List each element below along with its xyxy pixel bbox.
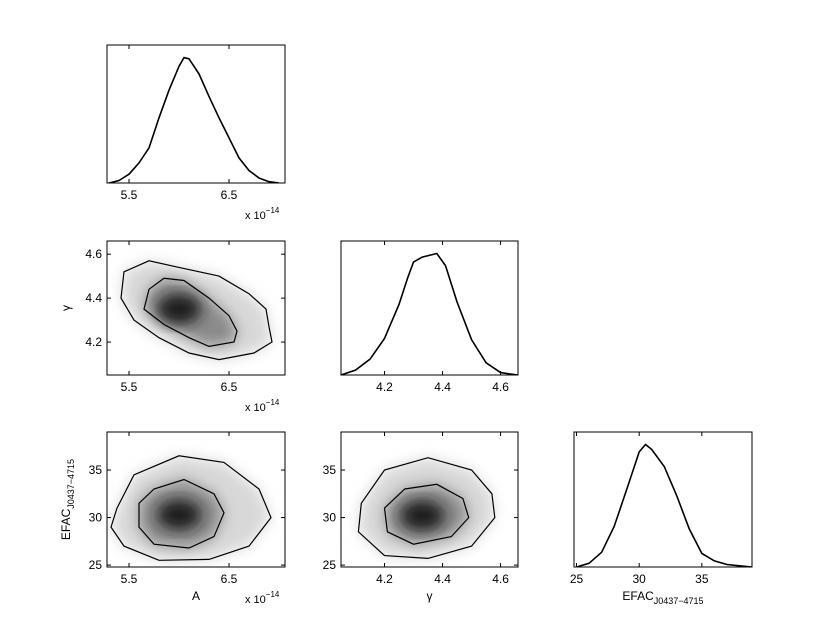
inner-contour [143,277,238,348]
x-tick-label: 4.2 [376,380,393,394]
density-map [357,457,496,560]
y-tick-label: 30 [89,511,103,525]
density-curve [341,252,518,375]
x-tick-label: 5.5 [121,572,138,586]
axes-frame [340,431,519,568]
panel-gamma-vs-EFAC: 25 30 35 4.2 4.4 4.6 γ [323,431,519,603]
density-map [120,260,273,361]
x-tick-label: 30 [633,572,647,586]
panel-gamma-marginal: 4.2 4.4 4.6 [340,240,519,394]
x-tick-label: 4.4 [434,572,451,586]
x-axis-label: γ [427,589,433,603]
axes-frame [340,240,519,376]
density-curve [576,443,752,567]
axes-frame [106,44,286,184]
x-tick-label: 6.5 [221,380,238,394]
x-scale-factor: x 10−14 [245,590,280,606]
y-axis-label: γ [59,305,73,311]
x-scale-factor: x 10−14 [245,398,280,414]
y-tick-label: 35 [323,463,337,477]
outer-contour [120,260,273,361]
inner-contour [383,483,470,545]
outer-contour [357,457,496,560]
x-tick-label: 6.5 [221,188,238,202]
y-tick-label: 30 [323,511,337,525]
x-tick-label: 35 [695,572,709,586]
density-map [110,455,272,561]
density-peak [157,499,201,530]
x-tick-label: 5.5 [121,188,138,202]
panel-A-marginal: 5.5 6.5 x 10−14 [106,44,286,222]
x-tick-label: 4.6 [492,380,509,394]
outer-contour [110,455,272,561]
axes-frame [106,240,286,376]
x-axis-label: EFACJ0437−4715 [622,589,703,606]
x-tick-label: 4.4 [434,380,451,394]
inner-contour [138,478,225,549]
x-tick-label: 6.5 [221,572,238,586]
y-tick-label: 4.4 [85,291,102,305]
density-peak [157,294,201,325]
y-tick-label: 25 [323,558,337,572]
y-tick-label: 25 [89,558,103,572]
panel-EFAC-marginal: 25 30 35 EFACJ0437−4715 [570,431,753,606]
axes-frame [106,431,286,568]
x-tick-label: 4.6 [492,572,509,586]
x-tick-label: 4.2 [376,572,393,586]
x-tick-label: 25 [570,572,584,586]
x-axis-label: A [192,589,200,603]
x-scale-factor: x 10−14 [245,206,280,222]
axes-frame [573,431,753,568]
y-tick-label: 4.2 [85,335,102,349]
panel-A-vs-EFAC: 25 30 35 5.5 6.5 x 10−14 A EFACJ0437−4715 [59,431,286,606]
density-peak [400,500,445,531]
y-tick-label: 35 [89,463,103,477]
y-tick-label: 4.6 [85,247,102,261]
panel-A-vs-gamma: 4.2 4.4 4.6 5.5 6.5 x 10−14 γ [59,240,286,414]
y-axis-label: EFACJ0437−4715 [59,459,76,540]
x-tick-label: 5.5 [121,380,138,394]
density-curve [108,56,280,183]
